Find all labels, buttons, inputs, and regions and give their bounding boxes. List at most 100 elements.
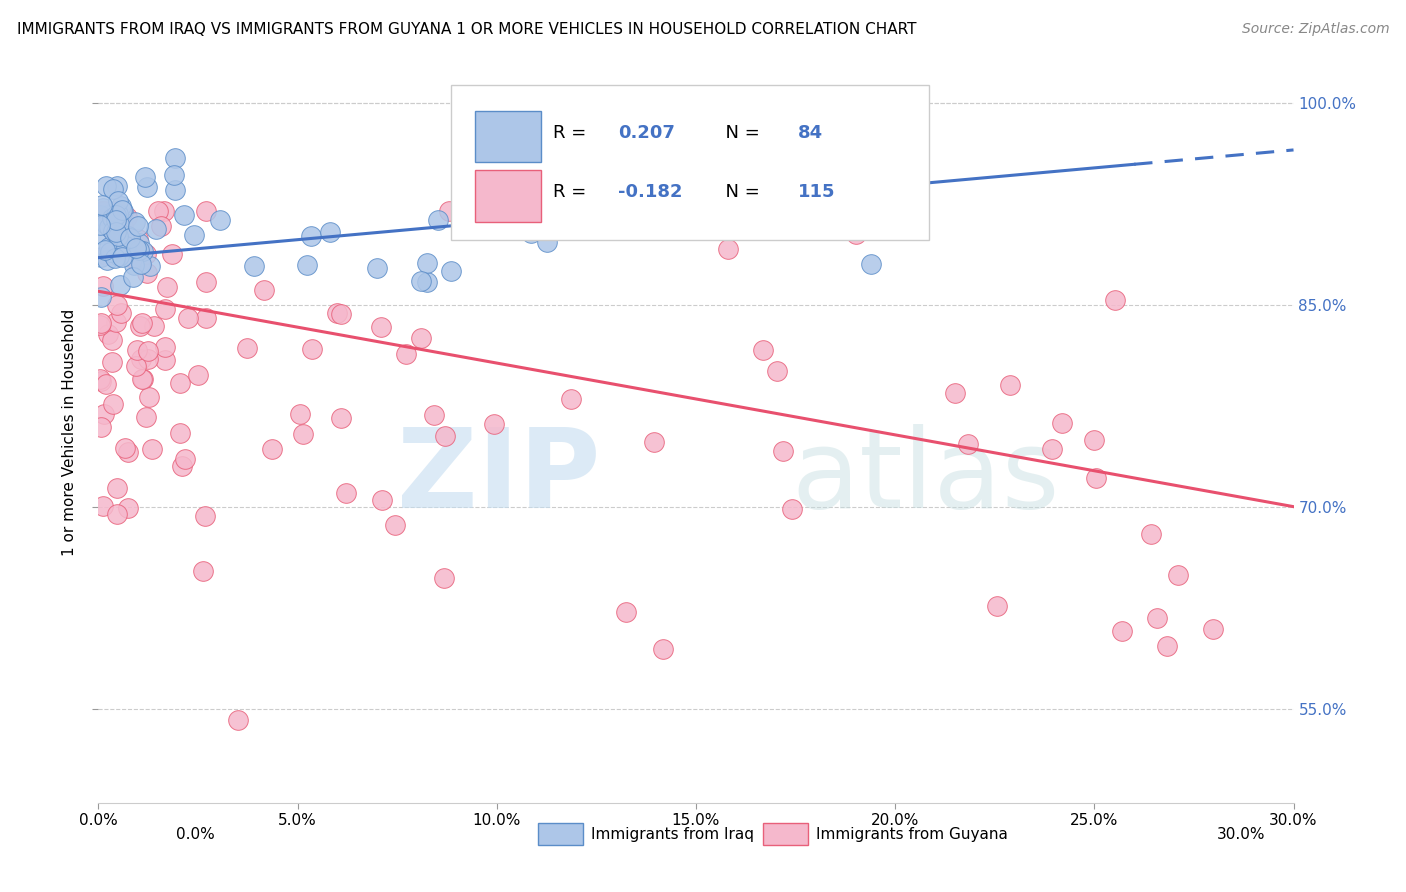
- Point: [1085, 470, 1108, 484]
- Point: [299, 229, 322, 244]
- Point: [163, 151, 186, 165]
- Point: [112, 220, 135, 235]
- Point: [94, 217, 117, 231]
- Text: Immigrants from Guyana: Immigrants from Guyana: [815, 827, 1008, 841]
- Point: [108, 248, 131, 262]
- Point: [943, 386, 966, 401]
- Point: [108, 277, 131, 292]
- Point: [411, 331, 433, 345]
- Point: [107, 194, 129, 208]
- Point: [780, 502, 803, 516]
- Point: [194, 508, 217, 523]
- Point: [1111, 624, 1133, 638]
- Point: [108, 231, 131, 245]
- Point: [1156, 639, 1178, 653]
- Point: [1040, 442, 1063, 457]
- Text: 0.0%: 0.0%: [176, 827, 215, 841]
- Point: [105, 315, 128, 329]
- Point: [104, 244, 127, 259]
- Point: [510, 172, 533, 186]
- Point: [114, 441, 136, 455]
- Text: 84: 84: [797, 124, 823, 142]
- Point: [101, 211, 124, 225]
- Point: [384, 517, 406, 532]
- Point: [104, 213, 127, 227]
- Point: [91, 278, 114, 293]
- Point: [437, 203, 460, 218]
- Point: [139, 259, 162, 273]
- Point: [105, 225, 128, 239]
- Point: [138, 390, 160, 404]
- Point: [101, 355, 124, 369]
- Point: [195, 311, 218, 326]
- Point: [335, 485, 357, 500]
- Point: [131, 244, 153, 258]
- Point: [295, 258, 318, 272]
- Text: atlas: atlas: [792, 424, 1060, 531]
- Point: [114, 239, 136, 253]
- Text: Source: ZipAtlas.com: Source: ZipAtlas.com: [1241, 22, 1389, 37]
- Text: ZIP: ZIP: [396, 424, 600, 531]
- Point: [155, 301, 177, 316]
- Point: [236, 341, 259, 355]
- Point: [93, 203, 115, 218]
- Point: [101, 223, 124, 237]
- Point: [135, 266, 157, 280]
- Text: Immigrants from Iraq: Immigrants from Iraq: [591, 827, 754, 841]
- Point: [643, 434, 665, 449]
- Text: R =: R =: [553, 183, 592, 201]
- Point: [110, 199, 132, 213]
- Point: [607, 201, 630, 215]
- Point: [100, 245, 122, 260]
- Point: [111, 241, 134, 255]
- Point: [752, 343, 775, 357]
- Point: [103, 213, 125, 227]
- Y-axis label: 1 or more Vehicles in Household: 1 or more Vehicles in Household: [62, 309, 77, 557]
- Point: [135, 246, 157, 260]
- Point: [155, 340, 177, 354]
- Point: [94, 178, 117, 193]
- Point: [114, 242, 136, 256]
- Point: [104, 208, 127, 222]
- Point: [527, 191, 550, 205]
- Point: [183, 228, 205, 243]
- Text: -0.182: -0.182: [619, 183, 683, 201]
- Point: [243, 259, 266, 273]
- Text: N =: N =: [714, 183, 765, 201]
- Point: [121, 270, 143, 285]
- Point: [173, 451, 195, 466]
- Point: [124, 214, 146, 228]
- Point: [117, 501, 139, 516]
- Point: [136, 352, 159, 367]
- Point: [860, 257, 883, 271]
- Point: [110, 306, 132, 320]
- Point: [772, 443, 794, 458]
- Point: [107, 207, 129, 221]
- Point: [107, 228, 129, 243]
- Point: [986, 599, 1008, 613]
- FancyBboxPatch shape: [451, 85, 929, 240]
- Point: [122, 258, 145, 272]
- Point: [131, 257, 153, 271]
- Point: [434, 429, 457, 443]
- Point: [135, 409, 157, 424]
- Point: [291, 427, 314, 442]
- Point: [520, 226, 543, 240]
- Point: [416, 255, 439, 269]
- Point: [145, 222, 167, 236]
- Point: [153, 353, 176, 368]
- Point: [131, 352, 153, 367]
- Point: [90, 374, 112, 388]
- Point: [1139, 526, 1161, 541]
- FancyBboxPatch shape: [475, 111, 541, 162]
- Point: [104, 252, 127, 266]
- Point: [782, 219, 804, 234]
- Point: [112, 231, 135, 245]
- Point: [193, 564, 215, 578]
- Point: [1146, 611, 1168, 625]
- Point: [846, 179, 869, 194]
- Point: [127, 219, 149, 233]
- Point: [101, 182, 124, 196]
- Point: [101, 334, 124, 348]
- Point: [172, 458, 194, 473]
